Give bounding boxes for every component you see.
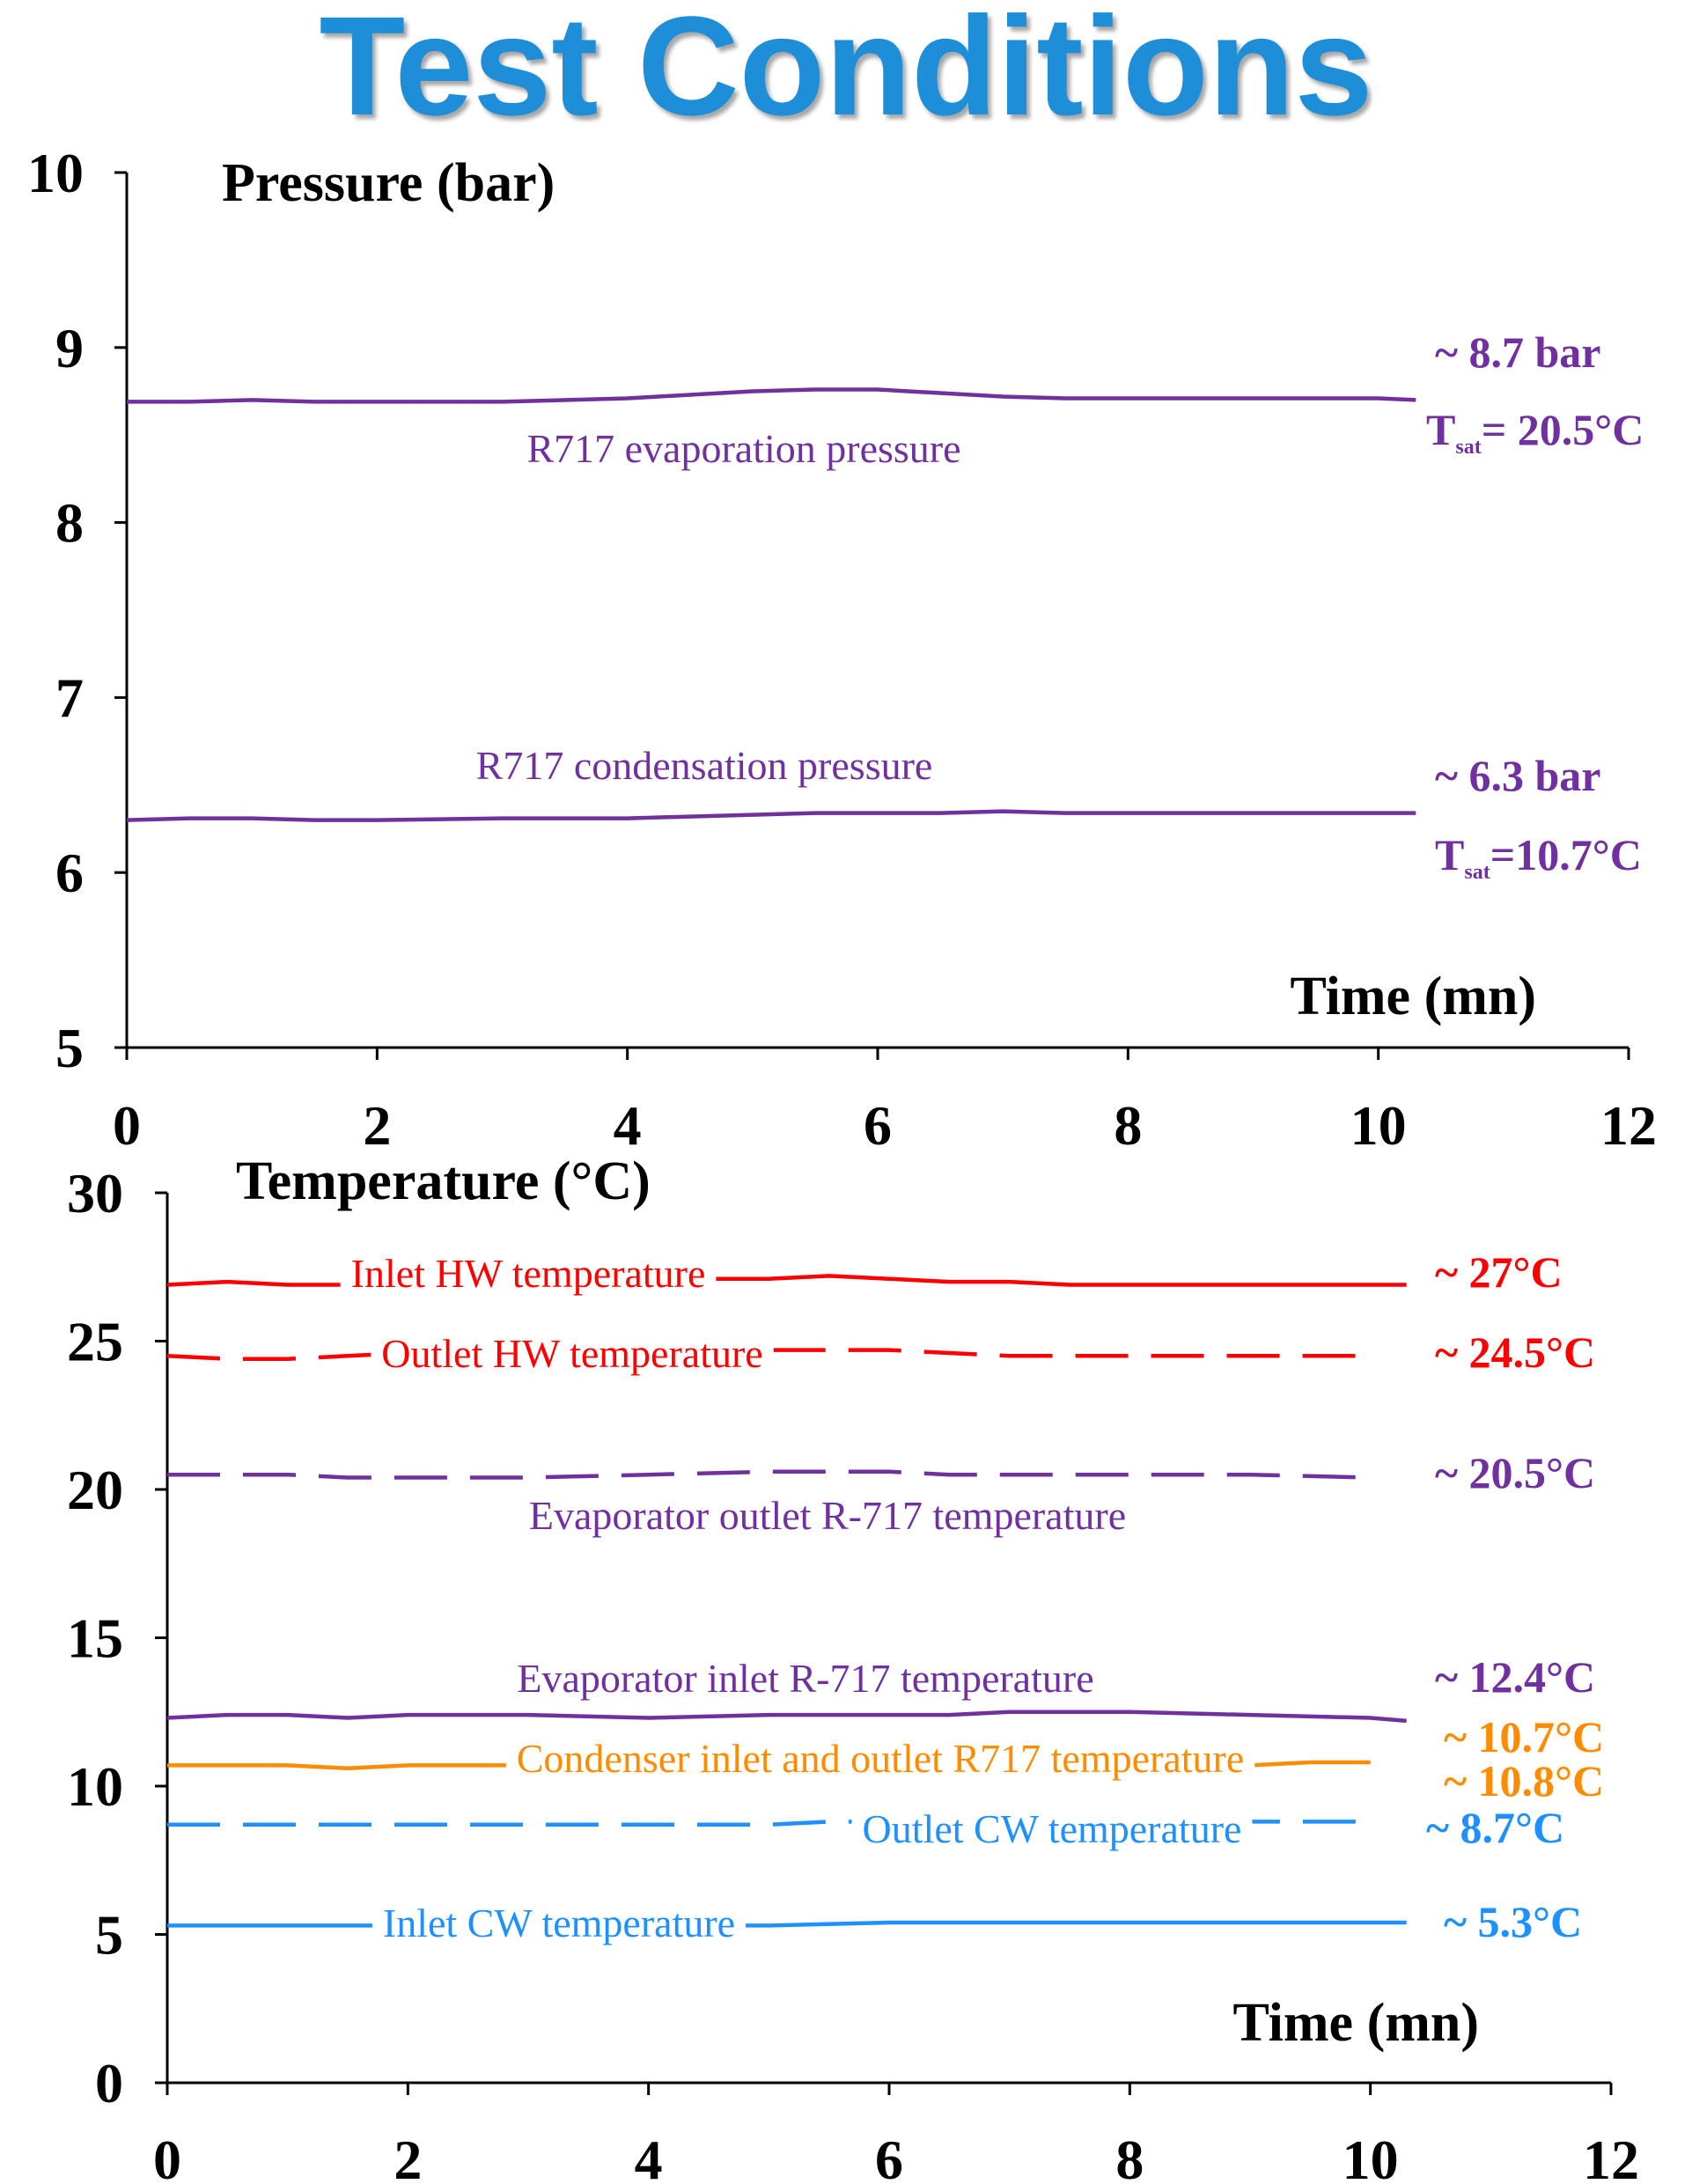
annotation-subscript: sat [1464, 861, 1490, 884]
x-tick-label: 10 [1343, 2129, 1399, 2184]
series-label: Inlet HW temperature [351, 1251, 706, 1296]
x-tick-label: 2 [394, 2129, 422, 2184]
x-tick-label: 2 [363, 1094, 391, 1157]
y-tick-label: 7 [55, 666, 84, 729]
series-label-background [505, 1736, 1255, 1781]
value-annotation: ~ 10.7°C [1444, 1712, 1604, 1761]
value-annotation: ~ 27°C [1435, 1247, 1563, 1297]
x-tick-label: 6 [864, 1094, 892, 1157]
x-tick-label: 0 [113, 1094, 141, 1157]
value-annotation: ~ 8.7 bar [1435, 327, 1601, 377]
value-annotation: ~ 8.7°C [1426, 1803, 1564, 1852]
y-tick-label: 5 [55, 1017, 84, 1079]
series-line-1-2 [126, 809, 1416, 822]
series-label: Evaporator inlet R-717 temperature [517, 1656, 1093, 1701]
y-tick-label: 6 [55, 842, 84, 904]
annotation-value: =10.7°C [1490, 830, 1642, 879]
value-annotation: ~ 5.3°C [1444, 1897, 1582, 1946]
x-tick-label: 10 [1350, 1094, 1407, 1157]
annotation-symbol: T [1426, 405, 1455, 454]
series-label-background [506, 1656, 1105, 1701]
series-label-background [518, 1493, 1137, 1538]
value-annotation: ~ 10.8°C [1444, 1756, 1604, 1805]
series-label-background [851, 1806, 1253, 1851]
y-tick-label: 25 [67, 1311, 123, 1373]
x-tick-label: 6 [875, 2129, 903, 2184]
series-line-2-4 [166, 1710, 1407, 1724]
value-annotation: ~ 12.4°C [1435, 1652, 1595, 1702]
y-tick-label: 30 [67, 1162, 123, 1224]
series-label-background [371, 1331, 774, 1376]
y-tick-label: 5 [95, 1904, 123, 1967]
series-label: R717 condensation pressure [476, 743, 933, 788]
annotation-value: = 20.5°C [1482, 405, 1644, 454]
value-annotation: ~ 24.5°C [1435, 1327, 1595, 1377]
x-tick-label: 12 [1600, 1094, 1657, 1157]
y-tick-label: 0 [95, 2052, 123, 2114]
page-title: Test Conditions [319, 0, 1373, 144]
y-tick-label: 15 [67, 1607, 123, 1670]
x-tick-label: 12 [1583, 2129, 1639, 2184]
annotation-subscript: sat [1455, 436, 1481, 459]
series-line-2-7 [167, 1920, 1407, 1928]
series-line-2-1 [166, 1274, 1407, 1287]
value-annotation: ~ 20.5°C [1435, 1448, 1595, 1497]
series-label-background [372, 1901, 747, 1945]
series-line-2-6 [167, 1820, 1371, 1827]
x-axis-title-1: Time (mn) [1290, 967, 1536, 1026]
annotation-symbol: T [1435, 830, 1464, 879]
series-label: Condenser inlet and outlet R717 temperat… [517, 1736, 1245, 1781]
y-tick-label: 10 [27, 142, 84, 204]
x-tick-label: 8 [1115, 2129, 1144, 2184]
series-label-background [340, 1251, 717, 1296]
y-axis-title-2: Temperature (°C) [236, 1151, 651, 1211]
value-annotation: Tsat= 20.5°C [1426, 405, 1644, 459]
series-label: Outlet HW temperature [381, 1331, 762, 1376]
series-label: R717 evaporation pressure [526, 426, 960, 471]
x-tick-label: 0 [153, 2129, 181, 2184]
y-tick-label: 10 [67, 1755, 123, 1818]
series-label-background [516, 426, 972, 471]
x-tick-label: 4 [614, 1094, 642, 1157]
y-tick-label: 8 [55, 492, 84, 555]
y-tick-label: 9 [55, 317, 84, 379]
x-axis-title-2: Time (mn) [1232, 1993, 1479, 2053]
series-label-background [465, 743, 944, 788]
y-axis-title-1: Pressure (bar) [222, 153, 555, 213]
y-tick-label: 20 [67, 1459, 123, 1521]
x-tick-label: 8 [1114, 1094, 1142, 1157]
series-line-2-3 [167, 1469, 1371, 1480]
value-annotation: Tsat=10.7°C [1435, 830, 1642, 884]
series-label: Evaporator outlet R-717 temperature [529, 1493, 1126, 1538]
series-label: Inlet CW temperature [383, 1901, 735, 1945]
series-line-2-2 [166, 1348, 1371, 1361]
x-tick-label: 4 [635, 2129, 663, 2184]
series-line-1-1 [127, 387, 1416, 404]
value-annotation: ~ 6.3 bar [1435, 751, 1601, 800]
series-label: Outlet CW temperature [863, 1806, 1242, 1851]
